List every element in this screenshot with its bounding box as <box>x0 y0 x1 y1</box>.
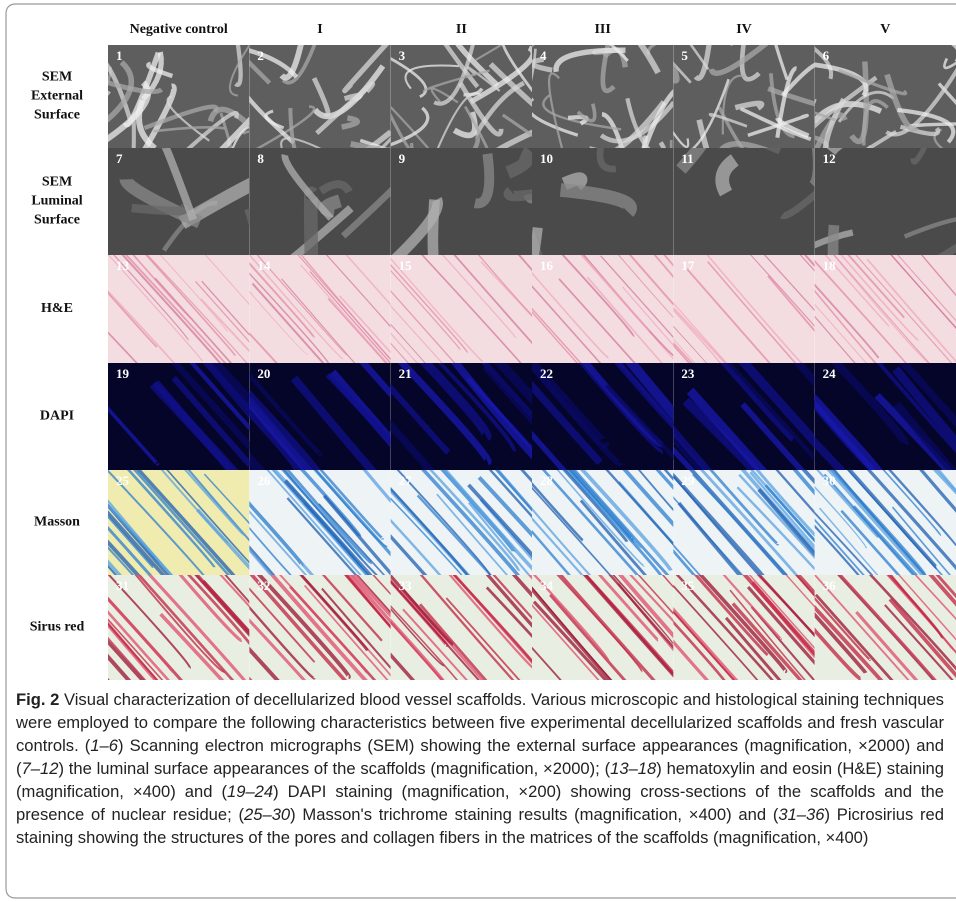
texture <box>94 60 104 70</box>
row-label: SEM <box>42 175 72 190</box>
panel <box>249 148 405 266</box>
panel-number: 1 <box>116 48 123 63</box>
panel-number: 36 <box>823 578 837 593</box>
caption-text: 1–6 <box>90 736 118 755</box>
panel-number: 10 <box>540 151 553 166</box>
panel-number: 27 <box>399 473 413 488</box>
panel-background <box>249 255 390 363</box>
panel-number: 20 <box>257 366 270 381</box>
panel-number: 32 <box>257 578 270 593</box>
panel-number: 8 <box>257 151 264 166</box>
panel-number: 12 <box>823 151 836 166</box>
panel-number: 9 <box>399 151 406 166</box>
row-label: External <box>31 89 83 104</box>
column-header: I <box>317 22 322 37</box>
caption: Fig. 2 Visual characterization of decell… <box>16 688 944 849</box>
panel-number: 4 <box>540 48 547 63</box>
texture <box>132 208 185 211</box>
texture <box>71 125 105 171</box>
row-label: H&E <box>41 301 73 316</box>
row-label: DAPI <box>40 409 74 424</box>
row-label: Surface <box>34 108 80 123</box>
panel-number: 24 <box>823 366 837 381</box>
panel-number: 34 <box>540 578 554 593</box>
panel-number: 17 <box>681 258 695 273</box>
texture <box>85 67 110 93</box>
column-header: V <box>880 22 890 37</box>
caption-text: 13–18 <box>610 759 656 778</box>
panel-number: 14 <box>257 258 271 273</box>
panel-number: 23 <box>681 366 695 381</box>
caption-text: ) the luminal surface appearances of the… <box>58 759 610 778</box>
panel-background <box>391 255 532 363</box>
column-header: IV <box>736 22 752 37</box>
row-label: SEM <box>42 70 72 85</box>
caption-label: Fig. 2 <box>16 690 59 709</box>
panel-number: 13 <box>116 258 130 273</box>
panel-number: 3 <box>399 48 406 63</box>
panel-number: 31 <box>116 578 129 593</box>
panel-number: 2 <box>257 48 264 63</box>
panel-background <box>391 575 532 680</box>
caption-text: 25–30 <box>244 805 290 824</box>
panel-number: 5 <box>681 48 688 63</box>
panel-number: 11 <box>681 151 693 166</box>
panel-background <box>673 148 814 255</box>
panel-background <box>673 255 814 363</box>
caption-text: ) Masson's trichrome staining results (m… <box>290 805 778 824</box>
panel-number: 33 <box>399 578 413 593</box>
row-label: Sirus red <box>30 620 85 635</box>
panel-number: 30 <box>823 473 836 488</box>
panel-number: 28 <box>540 473 554 488</box>
caption-text: 7–12 <box>22 759 59 778</box>
column-header: Negative control <box>130 22 228 37</box>
panel-number: 22 <box>540 366 553 381</box>
texture <box>360 27 426 43</box>
panel-background <box>108 470 249 575</box>
panel-number: 7 <box>116 151 123 166</box>
panel-number: 26 <box>257 473 271 488</box>
panel-number: 18 <box>823 258 837 273</box>
caption-text: 19–24 <box>227 782 273 801</box>
texture <box>923 16 956 43</box>
panel-number: 19 <box>116 366 130 381</box>
panel-number: 16 <box>540 258 554 273</box>
panel-number: 35 <box>681 578 695 593</box>
page: Negative controlIIIIIIIVVSEMExternalSurf… <box>0 0 956 902</box>
panel-number: 6 <box>823 48 830 63</box>
column-header: II <box>456 22 467 37</box>
caption-text: 31–36 <box>778 805 824 824</box>
texture <box>716 30 733 45</box>
row-label: Luminal <box>31 194 82 209</box>
panel-number: 25 <box>116 473 130 488</box>
row-label: Masson <box>34 515 80 530</box>
row-label: Surface <box>34 213 80 228</box>
texture <box>311 193 312 265</box>
column-header: III <box>594 22 610 37</box>
panel-number: 29 <box>681 473 695 488</box>
panel-number: 15 <box>399 258 413 273</box>
panel-number: 21 <box>399 366 412 381</box>
